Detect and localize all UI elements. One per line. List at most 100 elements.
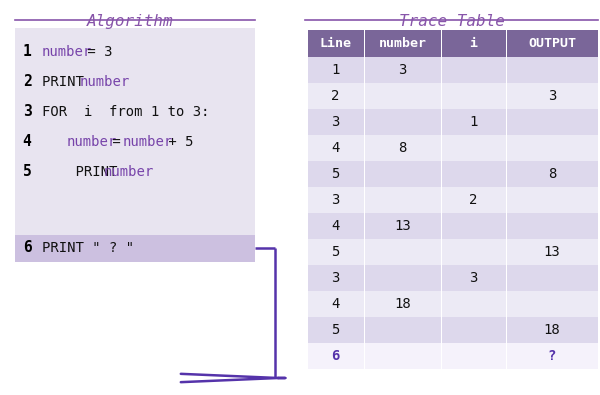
- Text: number: number: [379, 37, 427, 50]
- Bar: [365, 213, 441, 239]
- Bar: [308, 265, 364, 291]
- Bar: [507, 343, 598, 369]
- Bar: [365, 109, 441, 135]
- Text: 18: 18: [544, 323, 560, 337]
- Text: number: number: [122, 135, 173, 149]
- Bar: [507, 161, 598, 187]
- Text: Trace Table: Trace Table: [399, 14, 505, 29]
- Bar: [365, 239, 441, 265]
- Bar: [507, 291, 598, 317]
- Bar: [442, 57, 506, 83]
- Text: 1: 1: [469, 115, 478, 129]
- Bar: [365, 187, 441, 213]
- Text: number: number: [79, 75, 130, 89]
- Text: 2: 2: [23, 75, 31, 90]
- Bar: [507, 239, 598, 265]
- Text: 2: 2: [331, 89, 340, 103]
- Bar: [365, 291, 441, 317]
- Bar: [308, 317, 364, 343]
- Bar: [308, 187, 364, 213]
- Text: 3: 3: [469, 271, 478, 285]
- Text: 3: 3: [398, 63, 407, 77]
- Text: FOR  i  from 1 to 3:: FOR i from 1 to 3:: [42, 105, 209, 119]
- Text: 18: 18: [394, 297, 411, 311]
- Text: 6: 6: [331, 349, 340, 363]
- Text: OUTPUT: OUTPUT: [528, 37, 576, 50]
- Text: number: number: [42, 45, 92, 59]
- Bar: [308, 291, 364, 317]
- Bar: [365, 265, 441, 291]
- Bar: [507, 30, 598, 57]
- Bar: [442, 213, 506, 239]
- Bar: [507, 265, 598, 291]
- Text: i: i: [470, 37, 478, 50]
- Bar: [308, 135, 364, 161]
- Bar: [507, 187, 598, 213]
- Text: 8: 8: [398, 141, 407, 155]
- Text: 3: 3: [548, 89, 556, 103]
- Bar: [507, 83, 598, 109]
- Text: number: number: [104, 165, 154, 179]
- Bar: [442, 30, 506, 57]
- Text: 5: 5: [331, 245, 340, 259]
- Text: 13: 13: [394, 219, 411, 233]
- Bar: [365, 161, 441, 187]
- Bar: [507, 213, 598, 239]
- Bar: [308, 109, 364, 135]
- Text: 5: 5: [331, 323, 340, 337]
- Text: 5: 5: [23, 164, 31, 179]
- Bar: [365, 135, 441, 161]
- Bar: [442, 239, 506, 265]
- Text: 4: 4: [331, 219, 340, 233]
- Text: 8: 8: [548, 167, 556, 181]
- Text: 1: 1: [331, 63, 340, 77]
- Bar: [308, 57, 364, 83]
- Bar: [308, 213, 364, 239]
- Bar: [442, 291, 506, 317]
- Text: 4: 4: [331, 141, 340, 155]
- Text: 3: 3: [331, 193, 340, 207]
- Bar: [308, 239, 364, 265]
- Text: = 3: = 3: [79, 45, 113, 59]
- Text: PRINT: PRINT: [42, 75, 92, 89]
- Bar: [308, 161, 364, 187]
- Bar: [442, 187, 506, 213]
- Bar: [365, 83, 441, 109]
- Text: Algorithm: Algorithm: [86, 14, 173, 29]
- Text: 2: 2: [469, 193, 478, 207]
- Bar: [308, 343, 364, 369]
- Text: 4: 4: [331, 297, 340, 311]
- Text: PRINT " ? ": PRINT " ? ": [42, 241, 134, 255]
- Text: 6: 6: [23, 241, 31, 256]
- Bar: [442, 265, 506, 291]
- Text: 3: 3: [331, 115, 340, 129]
- Bar: [442, 109, 506, 135]
- Text: PRINT: PRINT: [42, 165, 126, 179]
- Bar: [442, 161, 506, 187]
- Bar: [442, 135, 506, 161]
- Bar: [365, 30, 441, 57]
- Bar: [507, 135, 598, 161]
- Bar: [308, 83, 364, 109]
- Text: 1: 1: [23, 45, 31, 60]
- Text: =: =: [104, 135, 129, 149]
- Bar: [442, 317, 506, 343]
- Bar: [365, 317, 441, 343]
- Text: 3: 3: [23, 105, 31, 120]
- Bar: [507, 317, 598, 343]
- Text: 3: 3: [331, 271, 340, 285]
- Text: 4: 4: [23, 135, 31, 149]
- Bar: [507, 57, 598, 83]
- Bar: [507, 109, 598, 135]
- Bar: [365, 57, 441, 83]
- Text: number: number: [67, 135, 117, 149]
- Bar: [15, 28, 255, 235]
- Bar: [442, 83, 506, 109]
- Text: 13: 13: [544, 245, 560, 259]
- Text: ?: ?: [548, 349, 556, 363]
- Bar: [308, 30, 364, 57]
- Text: Line: Line: [320, 37, 352, 50]
- Bar: [365, 343, 441, 369]
- Bar: [15, 235, 255, 262]
- Text: 5: 5: [331, 167, 340, 181]
